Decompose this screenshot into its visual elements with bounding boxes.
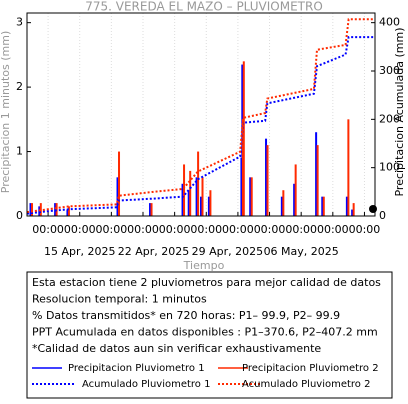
note: % Datos transmitidos* en 720 horas: P1– …	[32, 309, 340, 322]
y2-tick-label: 100	[379, 161, 400, 174]
bar	[195, 177, 198, 216]
bar	[316, 145, 319, 216]
bar	[197, 151, 200, 216]
bar	[322, 196, 325, 216]
bar	[249, 177, 252, 216]
y2-tick-label: 200	[379, 112, 400, 125]
bar	[149, 203, 152, 216]
y2-tick-label: 400	[379, 16, 400, 29]
y2-tick-label: 300	[379, 64, 400, 77]
x-axis-label: Tiempo	[183, 259, 225, 272]
bar	[250, 177, 253, 216]
bar	[181, 183, 184, 216]
bar	[315, 132, 318, 216]
bar	[207, 196, 210, 216]
legend-label: Precipitacion Pluviometro 1	[68, 363, 205, 374]
bar	[280, 196, 283, 216]
y-axis-label: Precipitacion 1 minutos (mm)	[0, 31, 12, 193]
note: *Calidad de datos aun sin verificar exha…	[32, 342, 321, 355]
bar	[209, 190, 212, 216]
x-date-label: 22 Apr, 2025	[118, 245, 190, 258]
bar	[321, 196, 324, 216]
legend-label: Acumulado Pluviometro 2	[242, 379, 370, 390]
chart-title: 775. VEREDA EL MAZO – PLUVIOMETRO	[85, 0, 323, 14]
legend-label: Acumulado Pluviometro 1	[82, 379, 210, 390]
bar	[150, 203, 153, 216]
bar	[66, 209, 69, 216]
bar	[29, 203, 32, 216]
bar	[293, 183, 296, 216]
y-tick-label: 1	[16, 145, 23, 158]
bar	[67, 206, 70, 216]
bar	[242, 61, 245, 217]
bar	[201, 177, 204, 216]
x-tick-label: 00:00	[127, 223, 159, 236]
y-tick-label: 2	[16, 80, 23, 93]
accumulated-line	[26, 18, 375, 214]
y-tick-label: 0	[16, 209, 23, 222]
bar	[294, 164, 297, 216]
bar	[200, 196, 202, 216]
bar	[265, 138, 268, 216]
bar	[351, 209, 354, 216]
x-tick-label: 00:00	[159, 223, 191, 236]
bar	[189, 170, 192, 216]
y2-axis-label: Precipitacion Acumulada (mm)	[393, 27, 406, 196]
y2-tick-label: 0	[379, 209, 386, 222]
x-tick-label: 00:00	[317, 223, 349, 236]
bar	[187, 190, 190, 216]
marker-dot	[369, 205, 377, 213]
x-tick-label: 00:00	[64, 223, 96, 236]
info-box	[26, 271, 393, 399]
note: PPT Acumulada en datos disponibles : P1–…	[32, 326, 378, 339]
x-date-label: 15 Apr, 2025	[44, 245, 116, 258]
note: Esta estacion tiene 2 pluviometros para …	[32, 276, 381, 289]
x-tick-label: 00:00	[285, 223, 317, 236]
note: Resolucion temporal: 1 minutos	[32, 293, 207, 306]
bar	[31, 203, 34, 216]
x-date-label: 06 May, 2025	[264, 245, 339, 258]
y-tick-label: 3	[16, 16, 23, 29]
accumulated-line	[26, 36, 375, 215]
x-tick-label: 00:00	[96, 223, 128, 236]
bar	[39, 203, 42, 216]
bar	[347, 119, 350, 216]
bar	[266, 145, 269, 216]
x-tick-label: 00:00	[190, 223, 222, 236]
bar	[118, 151, 121, 216]
x-tick-label: 00:00	[32, 223, 64, 236]
x-tick-label: 00:00	[254, 223, 286, 236]
bar	[183, 164, 186, 216]
legend-label: Precipitacion Pluviometro 2	[242, 363, 379, 374]
x-tick-label: 00:00	[222, 223, 254, 236]
bar	[345, 196, 348, 216]
x-date-label: 29 Apr, 2025	[192, 245, 264, 258]
x-tick-label: 00:00	[349, 223, 381, 236]
bar	[116, 177, 119, 216]
bar	[282, 190, 285, 216]
bar	[352, 203, 355, 216]
plot-frame	[26, 12, 376, 217]
